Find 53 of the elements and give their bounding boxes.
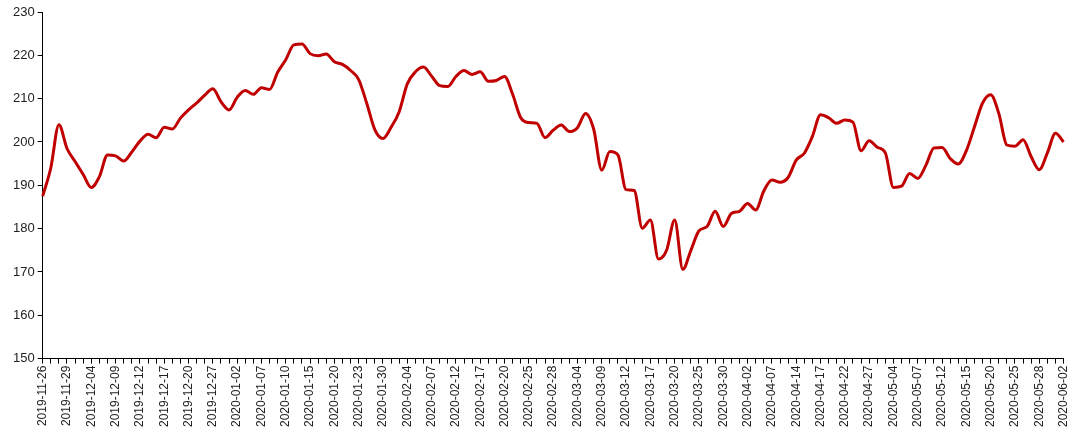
x-tick-label: 2020-05-15: [958, 365, 973, 428]
y-tick-label: 230: [12, 3, 35, 19]
x-tick-label: 2020-01-10: [278, 365, 293, 428]
x-tick-label: 2020-04-07: [764, 365, 779, 428]
y-tick-label: 190: [12, 176, 35, 192]
x-tick-label: 2020-02-28: [545, 365, 560, 428]
x-tick-label: 2020-01-30: [375, 365, 390, 428]
x-tick-label: 2020-05-25: [1007, 365, 1022, 428]
x-tick-label: 2020-04-27: [861, 365, 876, 428]
x-tick-label: 2020-02-07: [423, 365, 438, 428]
x-tick-label: 2020-01-02: [229, 365, 244, 428]
x-tick-label: 2020-05-04: [885, 365, 900, 428]
x-tick-label: 2019-12-04: [83, 365, 98, 428]
y-tick-label: 200: [12, 133, 35, 149]
x-tick-label: 2020-02-17: [472, 365, 487, 428]
x-tick-label: 2020-03-25: [691, 365, 706, 428]
y-tick-label: 220: [12, 46, 35, 62]
x-tick-label: 2020-02-25: [521, 365, 536, 428]
x-tick-label: 2020-03-12: [618, 365, 633, 428]
x-tick-label: 2020-01-23: [351, 365, 365, 428]
x-tick-label: 2020-01-15: [302, 365, 317, 428]
y-tick-label: 150: [12, 350, 35, 366]
line-series: [41, 42, 1066, 271]
x-tick-label: 2020-03-17: [642, 365, 657, 428]
x-tick-label: 2019-12-27: [205, 365, 220, 428]
x-tick-label: 2020-05-12: [934, 365, 949, 428]
x-tick-label: 2020-04-22: [837, 365, 852, 428]
x-tick-label: 2020-02-20: [496, 365, 511, 428]
x-tick-label: 2020-03-09: [594, 365, 609, 428]
x-tick-label: 2020-03-04: [569, 365, 584, 428]
y-tick-label: 160: [12, 306, 35, 322]
x-tick-label: 2020-02-04: [399, 365, 414, 428]
x-tick-label: 2020-06-02: [1055, 365, 1070, 428]
x-tick-label: 2020-05-07: [910, 365, 925, 428]
x-tick-label: 2019-11-29: [59, 365, 74, 427]
x-tick-label: 2019-12-17: [156, 365, 171, 428]
x-tick-label: 2020-04-02: [739, 365, 754, 428]
x-tick-label: 2020-03-20: [666, 365, 681, 428]
x-tick-label: 2020-02-12: [448, 365, 463, 428]
x-tick-label: 2020-05-28: [1031, 365, 1046, 428]
y-tick-label: 210: [12, 90, 35, 106]
x-tick-label: 2019-12-12: [132, 365, 147, 428]
y-tick-label: 170: [12, 263, 35, 279]
x-tick-label: 2020-01-20: [326, 365, 341, 428]
x-tick-label: 2020-04-17: [812, 365, 827, 428]
x-tick-label: 2019-12-20: [180, 365, 195, 428]
x-tick-label: 2020-05-20: [982, 365, 997, 428]
x-tick-label: 2020-01-07: [253, 365, 268, 428]
y-tick-label: 180: [12, 220, 35, 236]
x-tick-label: 2019-12-09: [107, 365, 122, 428]
x-tick-label: 2020-03-30: [715, 365, 730, 428]
x-tick-label: 2019-11-26: [35, 365, 49, 427]
x-tick-label: 2020-04-14: [788, 365, 803, 428]
